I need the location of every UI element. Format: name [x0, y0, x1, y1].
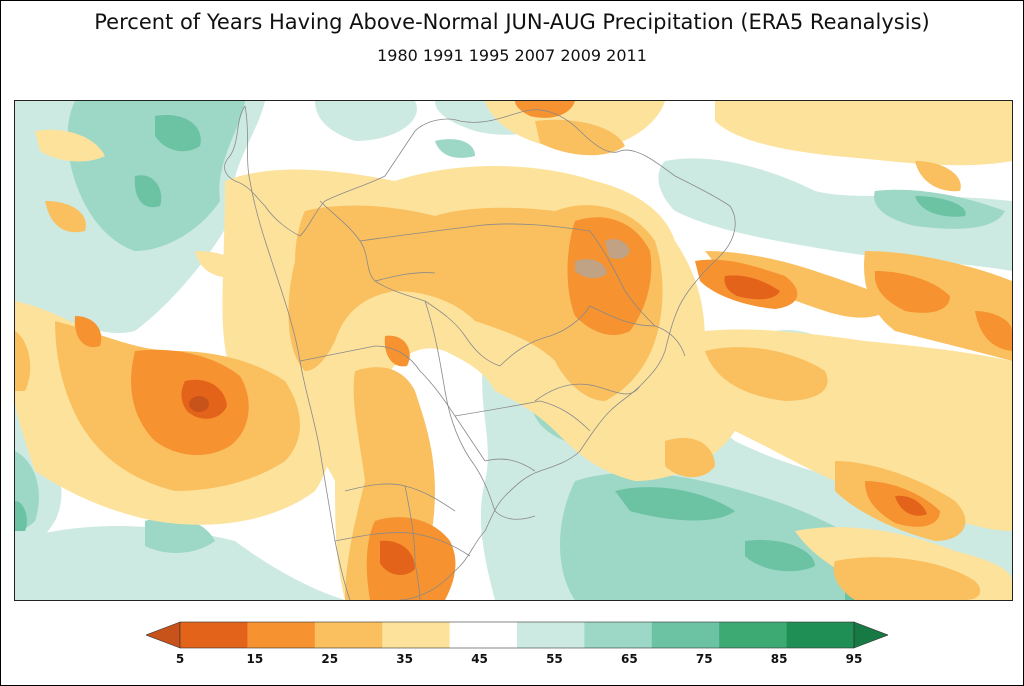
inland-grey-patch	[575, 239, 630, 279]
colorbar-segment	[786, 622, 855, 648]
colorbar-tick-label: 45	[471, 652, 488, 666]
colorbar-ticks: 5 15 25 35 45 55 65 75 85 95	[0, 652, 1024, 672]
colorbar	[146, 618, 888, 652]
map-canvas	[15, 101, 1012, 600]
colorbar-tick-label: 25	[321, 652, 339, 666]
colorbar-tick-label: 5	[175, 652, 185, 666]
colorbar-segment	[719, 622, 788, 648]
colorbar-tick-label: 15	[246, 652, 264, 666]
colorbar-tick-label: 55	[546, 652, 563, 666]
colorbar-under-arrow	[146, 621, 181, 649]
colorbar-segment	[247, 622, 316, 648]
colorbar-segment	[584, 622, 653, 648]
colorbar-segment	[651, 622, 720, 648]
colorbar-tick-label: 75	[695, 652, 713, 666]
colorbar-tick-label: 85	[770, 652, 788, 666]
colorbar-tick-label: 65	[620, 652, 638, 666]
colorbar-segment	[382, 622, 451, 648]
figure-subtitle: 1980 1991 1995 2007 2009 2011	[377, 46, 647, 65]
coastlines-and-borders	[224, 105, 736, 600]
colorbar-tick-label: 35	[396, 652, 414, 666]
colorbar-segment	[180, 622, 248, 648]
figure-title: Percent of Years Having Above-Normal JUN…	[94, 10, 930, 34]
colorbar-outline	[179, 621, 855, 649]
field-orange-deepest	[189, 396, 209, 412]
colorbar-tick-label: 95	[845, 652, 863, 666]
colorbar-segment	[449, 622, 518, 648]
precipitation-map	[14, 100, 1013, 601]
colorbar-canvas	[146, 621, 888, 649]
colorbar-over-arrow	[853, 621, 888, 649]
colorbar-segment	[517, 622, 585, 648]
colorbar-segment	[314, 622, 383, 648]
